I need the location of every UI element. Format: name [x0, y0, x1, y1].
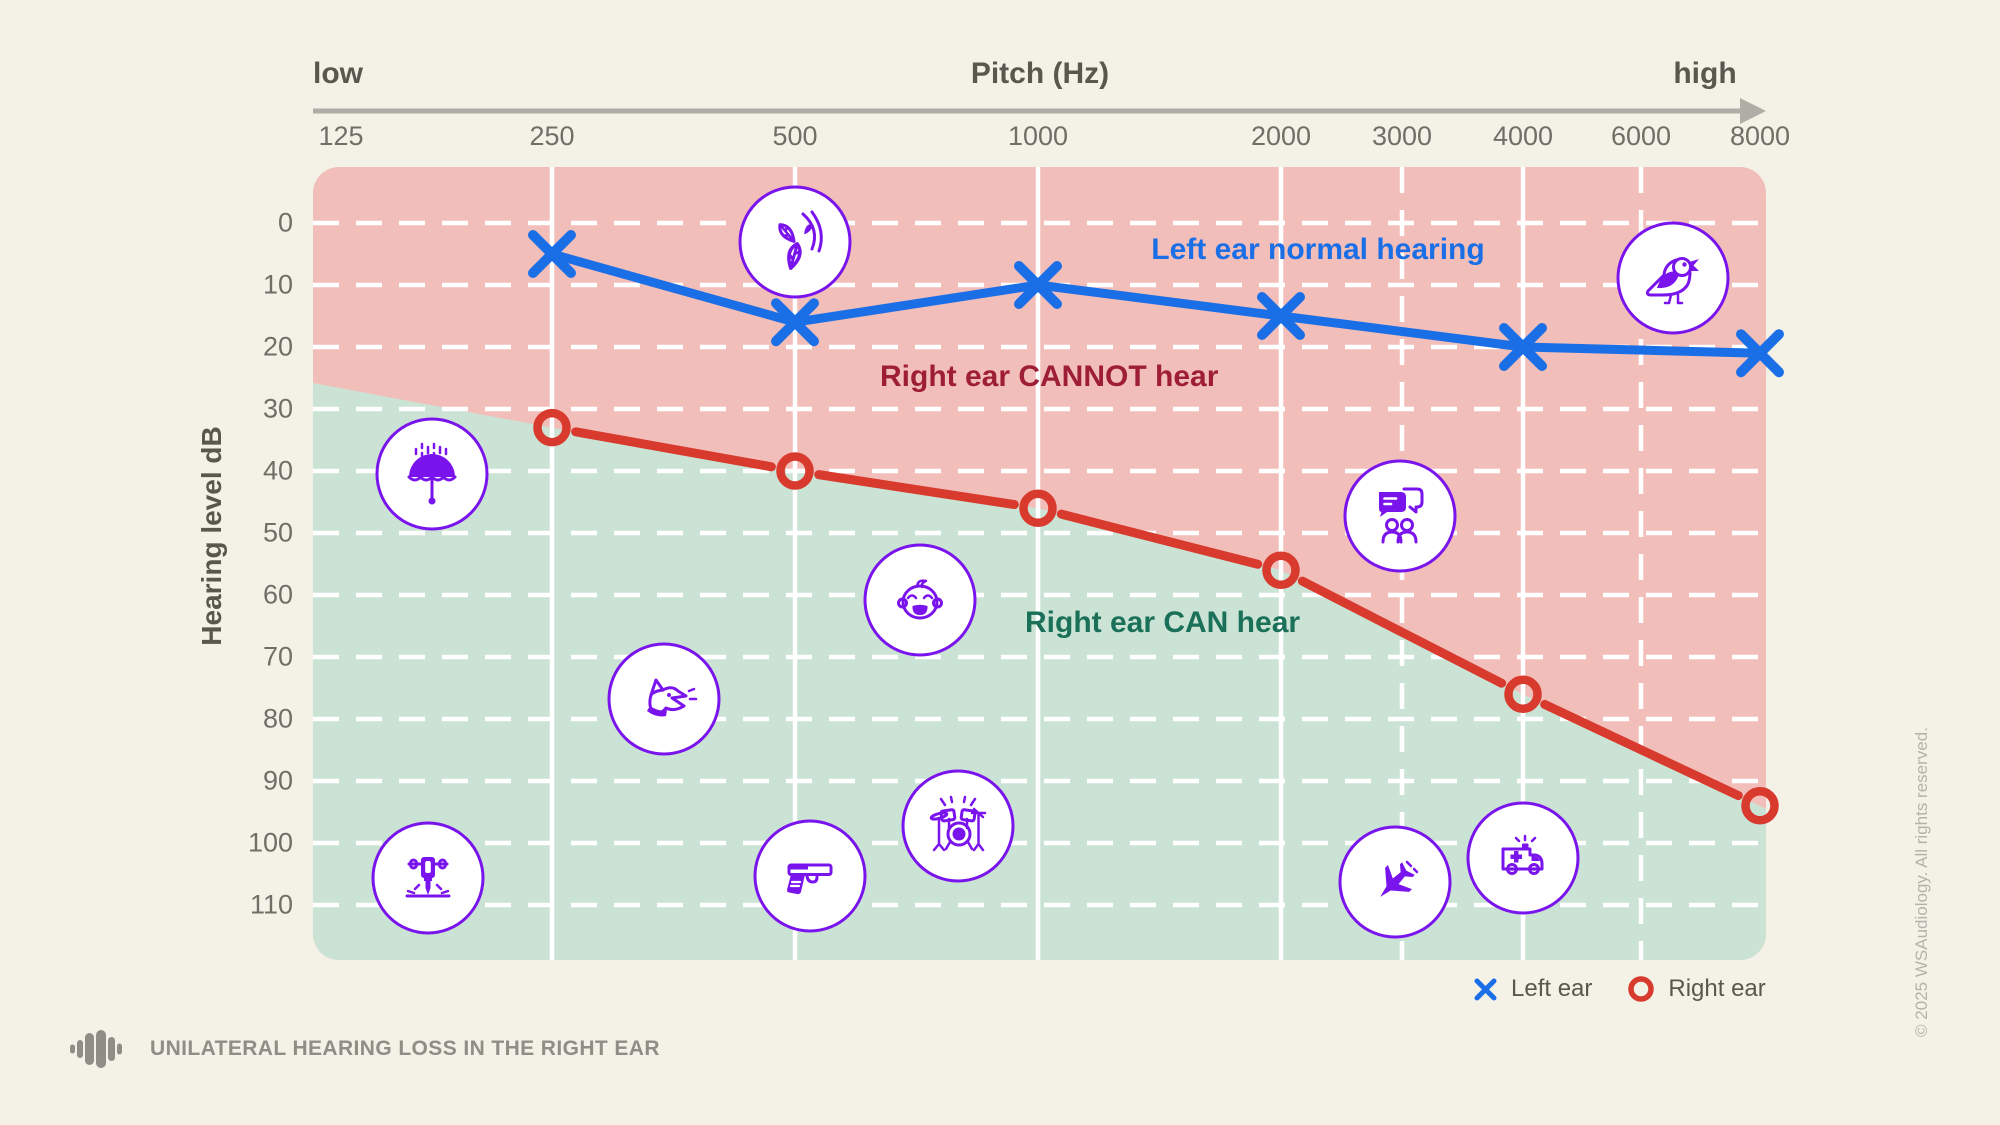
- crying-baby-icon: [863, 543, 977, 657]
- x-tick-label: 125: [318, 121, 364, 151]
- right-ear-markers: [533, 408, 1779, 825]
- handgun-icon: [753, 819, 867, 933]
- left-ear-markers: [528, 230, 1784, 378]
- barking-dog-icon: [607, 642, 721, 756]
- ambulance-icon: [1466, 801, 1580, 915]
- songbird-icon: [1616, 221, 1730, 335]
- jackhammer-icon: [371, 821, 485, 935]
- y-tick-label: 80: [262, 703, 293, 734]
- soundwave-logo-icon: [70, 1030, 122, 1068]
- left-ear-x-marker-icon: [1474, 978, 1497, 1000]
- x-tick-label: 6000: [1610, 121, 1672, 151]
- legend-item-left-ear: Left ear: [1472, 975, 1592, 1003]
- x-axis-high-label: high: [1673, 57, 1737, 90]
- y-tick-label: 110: [249, 889, 293, 920]
- sound-icons: [371, 185, 1730, 939]
- y-tick-label: 0: [277, 207, 293, 238]
- footer-title: UNILATERAL HEARING LOSS IN THE RIGHT EAR: [150, 1037, 660, 1060]
- annotation-left-ear-normal: Left ear normal hearing: [1151, 233, 1485, 266]
- annotation-right-ear-cannot: Right ear CANNOT hear: [880, 360, 1219, 393]
- legend-item-right-ear: Right ear: [1626, 974, 1766, 1004]
- y-tick-label: 40: [262, 455, 293, 486]
- x-axis-title: Pitch (Hz): [970, 57, 1110, 90]
- left-ear-line: [550, 249, 1761, 358]
- rain-umbrella-icon: [375, 417, 489, 531]
- right-ear-o-marker-icon: [1628, 976, 1655, 1002]
- right-ear-line: [571, 427, 1743, 801]
- y-tick-label: 20: [262, 331, 293, 362]
- x-tick-label: 8000: [1729, 121, 1791, 151]
- x-tick-label: 3000: [1371, 121, 1433, 151]
- x-tick-label: 500: [772, 121, 818, 151]
- legend-left-ear-label: Left ear: [1511, 975, 1593, 1002]
- y-tick-label: 90: [262, 765, 293, 796]
- x-tick-label: 4000: [1492, 121, 1554, 151]
- x-tick-label: 1000: [1007, 121, 1069, 151]
- copyright-text: © 2025 WSAudiology. All rights reserved.: [1912, 727, 1931, 1037]
- pitch-axis-arrow: [313, 98, 1766, 124]
- y-tick-label: 50: [262, 517, 293, 548]
- legend: Left ear Right ear: [1472, 974, 1766, 1004]
- y-tick-label: 10: [262, 269, 293, 300]
- falling-leaves-icon: [738, 185, 852, 299]
- conversation-icon: [1343, 459, 1457, 573]
- annotation-right-ear-can: Right ear CAN hear: [1025, 606, 1301, 639]
- x-tick-label: 2000: [1250, 121, 1312, 151]
- airplane-icon: [1338, 825, 1452, 939]
- y-tick-label: 70: [262, 641, 293, 672]
- y-tick-label: 100: [247, 827, 293, 858]
- x-axis-low-label: low: [313, 57, 363, 90]
- footer: UNILATERAL HEARING LOSS IN THE RIGHT EAR: [64, 1026, 660, 1072]
- legend-right-ear-label: Right ear: [1668, 975, 1766, 1002]
- y-tick-label: 30: [262, 393, 293, 424]
- drum-kit-icon: [901, 769, 1015, 883]
- x-tick-label: 250: [529, 121, 575, 151]
- y-tick-label: 60: [262, 579, 293, 610]
